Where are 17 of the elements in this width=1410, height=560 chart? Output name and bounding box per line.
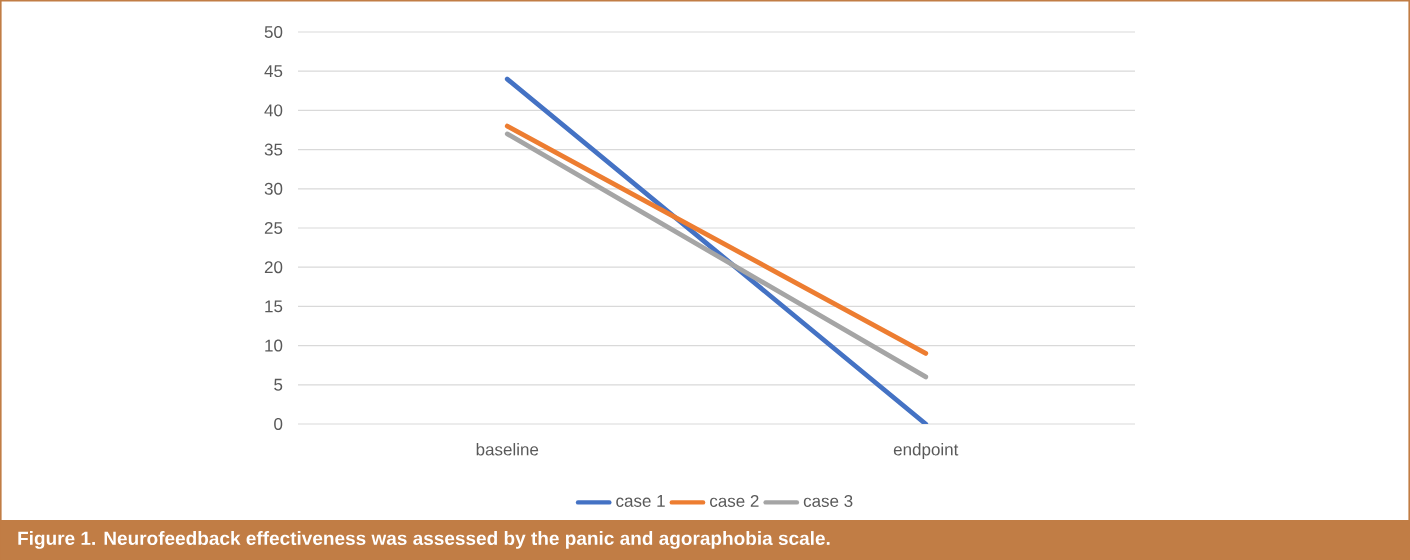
y-tick-label: 5: [274, 378, 283, 391]
y-tick-label: 20: [264, 261, 283, 274]
caption: Figure 1. Neurofeedback effectiveness was assessed by the panic and agoraphobia scale.: [18, 531, 830, 549]
y-tick-label: 10: [265, 339, 283, 352]
x-tick-label: baseline: [476, 443, 539, 456]
y-tick-label: 15: [265, 300, 283, 313]
y-tick-label: 35: [264, 143, 283, 156]
y-tick-label: 40: [264, 104, 283, 117]
legend-label: case 3: [803, 494, 853, 507]
y-tick-label: 30: [264, 182, 283, 195]
legend-label: case 2: [710, 494, 759, 507]
y-tick-label: 45: [264, 65, 283, 78]
x-tick-label: endpoint: [893, 443, 959, 459]
y-tick-label: 25: [264, 221, 283, 234]
legend-label: case 1: [616, 495, 665, 507]
y-tick-label: 0: [274, 417, 283, 430]
y-tick-label: 50: [264, 25, 283, 38]
